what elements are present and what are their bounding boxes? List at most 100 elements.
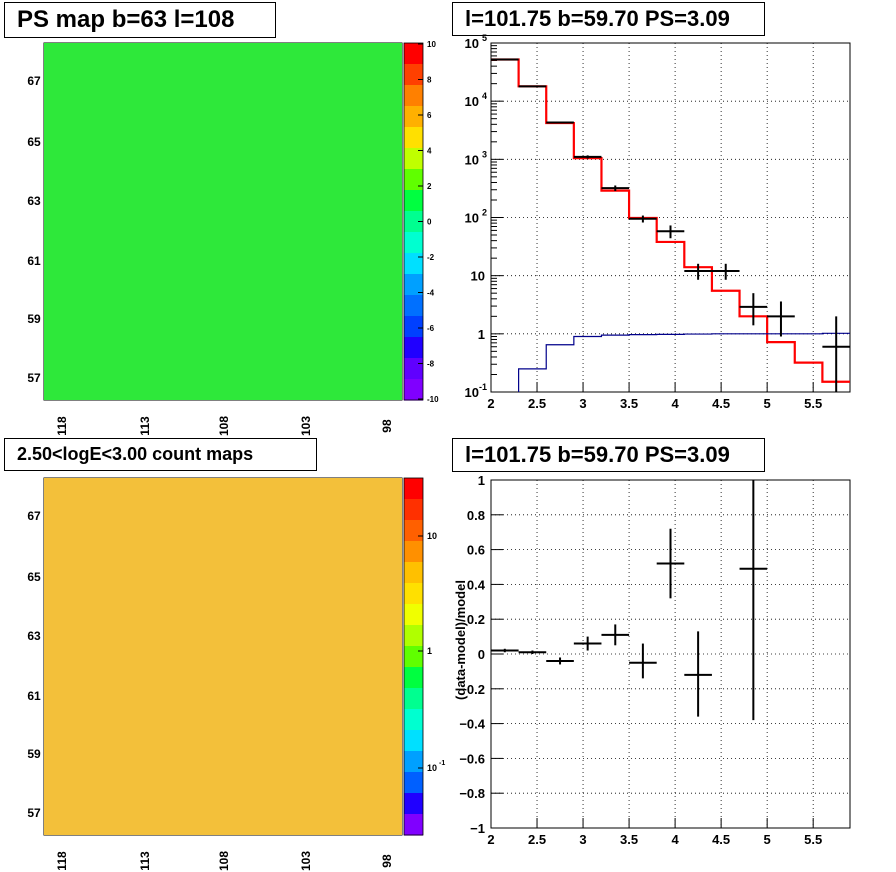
x-tick-label: 4 [671,396,679,411]
colorbar-band [404,604,423,626]
colorbar-label: 10 [427,531,437,541]
y-tick-label: 10 [465,152,479,167]
latitude-tick-label: 63 [27,629,41,643]
x-tick-label: 5.5 [804,832,822,847]
residual-chart: 2 2.5 3 3.5 4 4.5 5 5.5 −1 −0.8 −0.6 −0.4 −0.2 0 0.2 0.… [453,473,851,847]
colorbar-band [404,625,423,647]
colorbar-label: -4 [427,289,435,298]
longitude-tick-label: 118 [55,416,69,436]
y-tick-label: 0 [478,647,485,662]
y-tick-label: −0.8 [459,786,485,801]
map1-background [44,43,402,400]
colorbar-band [404,730,423,752]
colorbar-label: 8 [427,76,432,85]
y-tick-label: 1 [478,327,485,342]
x-tick-label: 3.5 [620,832,638,847]
latitude-tick-label: 61 [27,254,41,268]
longitude-tick-label: 113 [138,416,152,436]
latitude-tick-label: 59 [27,312,41,326]
residual-title: l=101.75 b=59.70 PS=3.09 [452,438,765,472]
y-tick-label: 0.4 [467,577,486,592]
colorbar-band [404,772,423,794]
y-axis-label: (data-model)/model [453,580,468,700]
x-tick-label: 3 [579,832,586,847]
y-tick-label: −1 [470,821,485,836]
colorbar-band [404,793,423,815]
colorbar-band [404,211,423,233]
step-series [518,332,850,392]
colorbar-label: -8 [427,360,435,369]
y-tick-label: 10 [465,211,479,226]
colorbar-label: 1 [427,646,432,656]
longitude-tick-label: 108 [217,416,231,436]
colorbar-band [404,709,423,731]
x-tick-label: 5.5 [804,396,822,411]
colorbar-band [404,316,423,338]
colorbar-band [404,520,423,542]
colorbar-band [404,541,423,563]
latitude-tick-label: 57 [27,371,41,385]
colorbar-band [404,127,423,149]
y-tick-label: 10 [465,385,479,400]
y-tick-label: 0.6 [467,543,485,558]
colorbar-band [404,583,423,605]
y-tick-exponent: -1 [479,382,487,392]
colorbar-label: 0 [427,218,432,227]
x-tick-label: 2 [487,832,494,847]
colorbar-band [404,169,423,191]
colorbar-band [404,379,423,401]
y-tick-label: 1 [478,473,485,488]
colorbar-band [404,253,423,275]
colorbar-band [404,358,423,380]
spectrum-chart-plot [491,58,850,392]
colorbar-band [404,499,423,521]
spectrum-chart-frame [490,42,851,393]
colorbar-label: 4 [427,147,432,156]
y-tick-label: −0.4 [459,717,485,732]
longitude-tick-label: 103 [299,416,313,436]
longitude-tick-label: 108 [217,851,231,871]
colorbar-band [404,64,423,86]
colorbar-band [404,232,423,254]
longitude-tick-label: 98 [380,854,394,868]
latitude-tick-label: 67 [27,74,41,88]
colorbar-label: -2 [427,253,435,262]
x-tick-label: 4.5 [712,396,730,411]
latitude-tick-label: 61 [27,689,41,703]
colorbar-band [404,43,423,65]
y-tick-label: −0.2 [459,682,485,697]
colorbar-band [404,667,423,689]
x-tick-label: 3.5 [620,396,638,411]
x-tick-label: 2.5 [528,832,546,847]
x-tick-label: 5 [764,396,771,411]
x-tick-label: 4.5 [712,832,730,847]
colorbar-band [404,562,423,584]
colorbar-band [404,688,423,710]
colorbar-band [404,85,423,107]
y-tick-label: 0.8 [467,508,485,523]
colorbar-label: -6 [427,324,435,333]
colorbar-band [404,190,423,212]
colorbar-exponent: -1 [439,760,445,767]
colorbar-label: 10 [427,40,436,49]
latitude-tick-label: 59 [27,747,41,761]
colorbar-band [404,274,423,296]
colorbar-band [404,814,423,836]
y-tick-exponent: 4 [482,91,487,101]
map1-title: PS map b=63 l=108 [4,2,276,38]
y-tick-exponent: 3 [482,149,487,159]
y-tick-exponent: 2 [482,208,487,218]
map2-background [44,478,402,835]
x-tick-label: 2 [487,396,494,411]
latitude-tick-label: 67 [27,509,41,523]
colorbar-band [404,478,423,500]
latitude-tick-label: 57 [27,806,41,820]
colorbar-label: 2 [427,182,432,191]
colorbar-band [404,646,423,668]
longitude-tick-label: 118 [55,851,69,871]
latitude-tick-label: 65 [27,135,41,149]
x-tick-label: 4 [671,832,679,847]
colorbar-label: 10 [427,763,437,773]
colorbar-label: 6 [427,111,432,120]
y-tick-label: 10 [471,269,485,284]
